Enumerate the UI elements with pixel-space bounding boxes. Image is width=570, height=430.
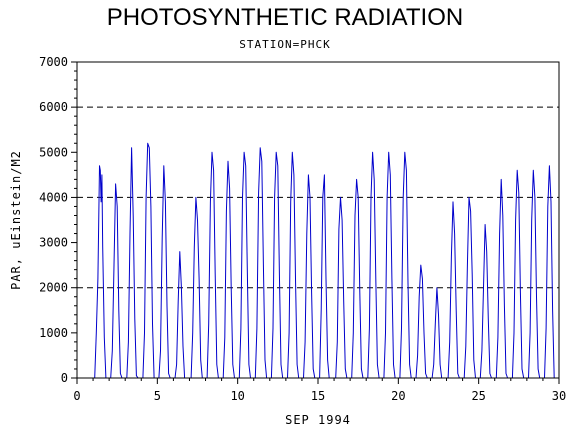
x-tick-label: 15 [311, 389, 325, 403]
x-axis-label: SEP 1994 [285, 413, 351, 427]
x-tick-label: 25 [471, 389, 485, 403]
reference-lines [77, 106, 559, 289]
y-tick-label: 3000 [39, 236, 68, 250]
series-line [93, 142, 559, 379]
y-tick-label: 1000 [39, 326, 68, 340]
y-tick-label: 7000 [39, 55, 68, 69]
chart-title: PHOTOSYNTHETIC RADIATION [106, 4, 464, 31]
x-axis: 0 5 10 15 20 25 30 [73, 378, 566, 403]
x-tick-label: 10 [230, 389, 244, 403]
y-tick-label: 4000 [39, 190, 68, 204]
y-tick-label: 0 [61, 371, 68, 385]
y-tick-label: 5000 [39, 145, 68, 159]
series-group [93, 142, 559, 379]
plot-frame [76, 61, 560, 379]
x-tick-label: 5 [154, 389, 161, 403]
y-tick-label: 6000 [39, 100, 68, 114]
y-axis-label: PAR, uEinstein/M2 [9, 150, 23, 290]
y-axis: 0 1000 2000 3000 4000 5000 6000 7000 [39, 55, 77, 385]
chart-subtitle: STATION=PHCK [239, 38, 331, 51]
x-tick-label: 0 [73, 389, 80, 403]
x-tick-label: 20 [391, 389, 405, 403]
y-tick-label: 2000 [39, 281, 68, 295]
x-tick-label: 30 [552, 389, 566, 403]
